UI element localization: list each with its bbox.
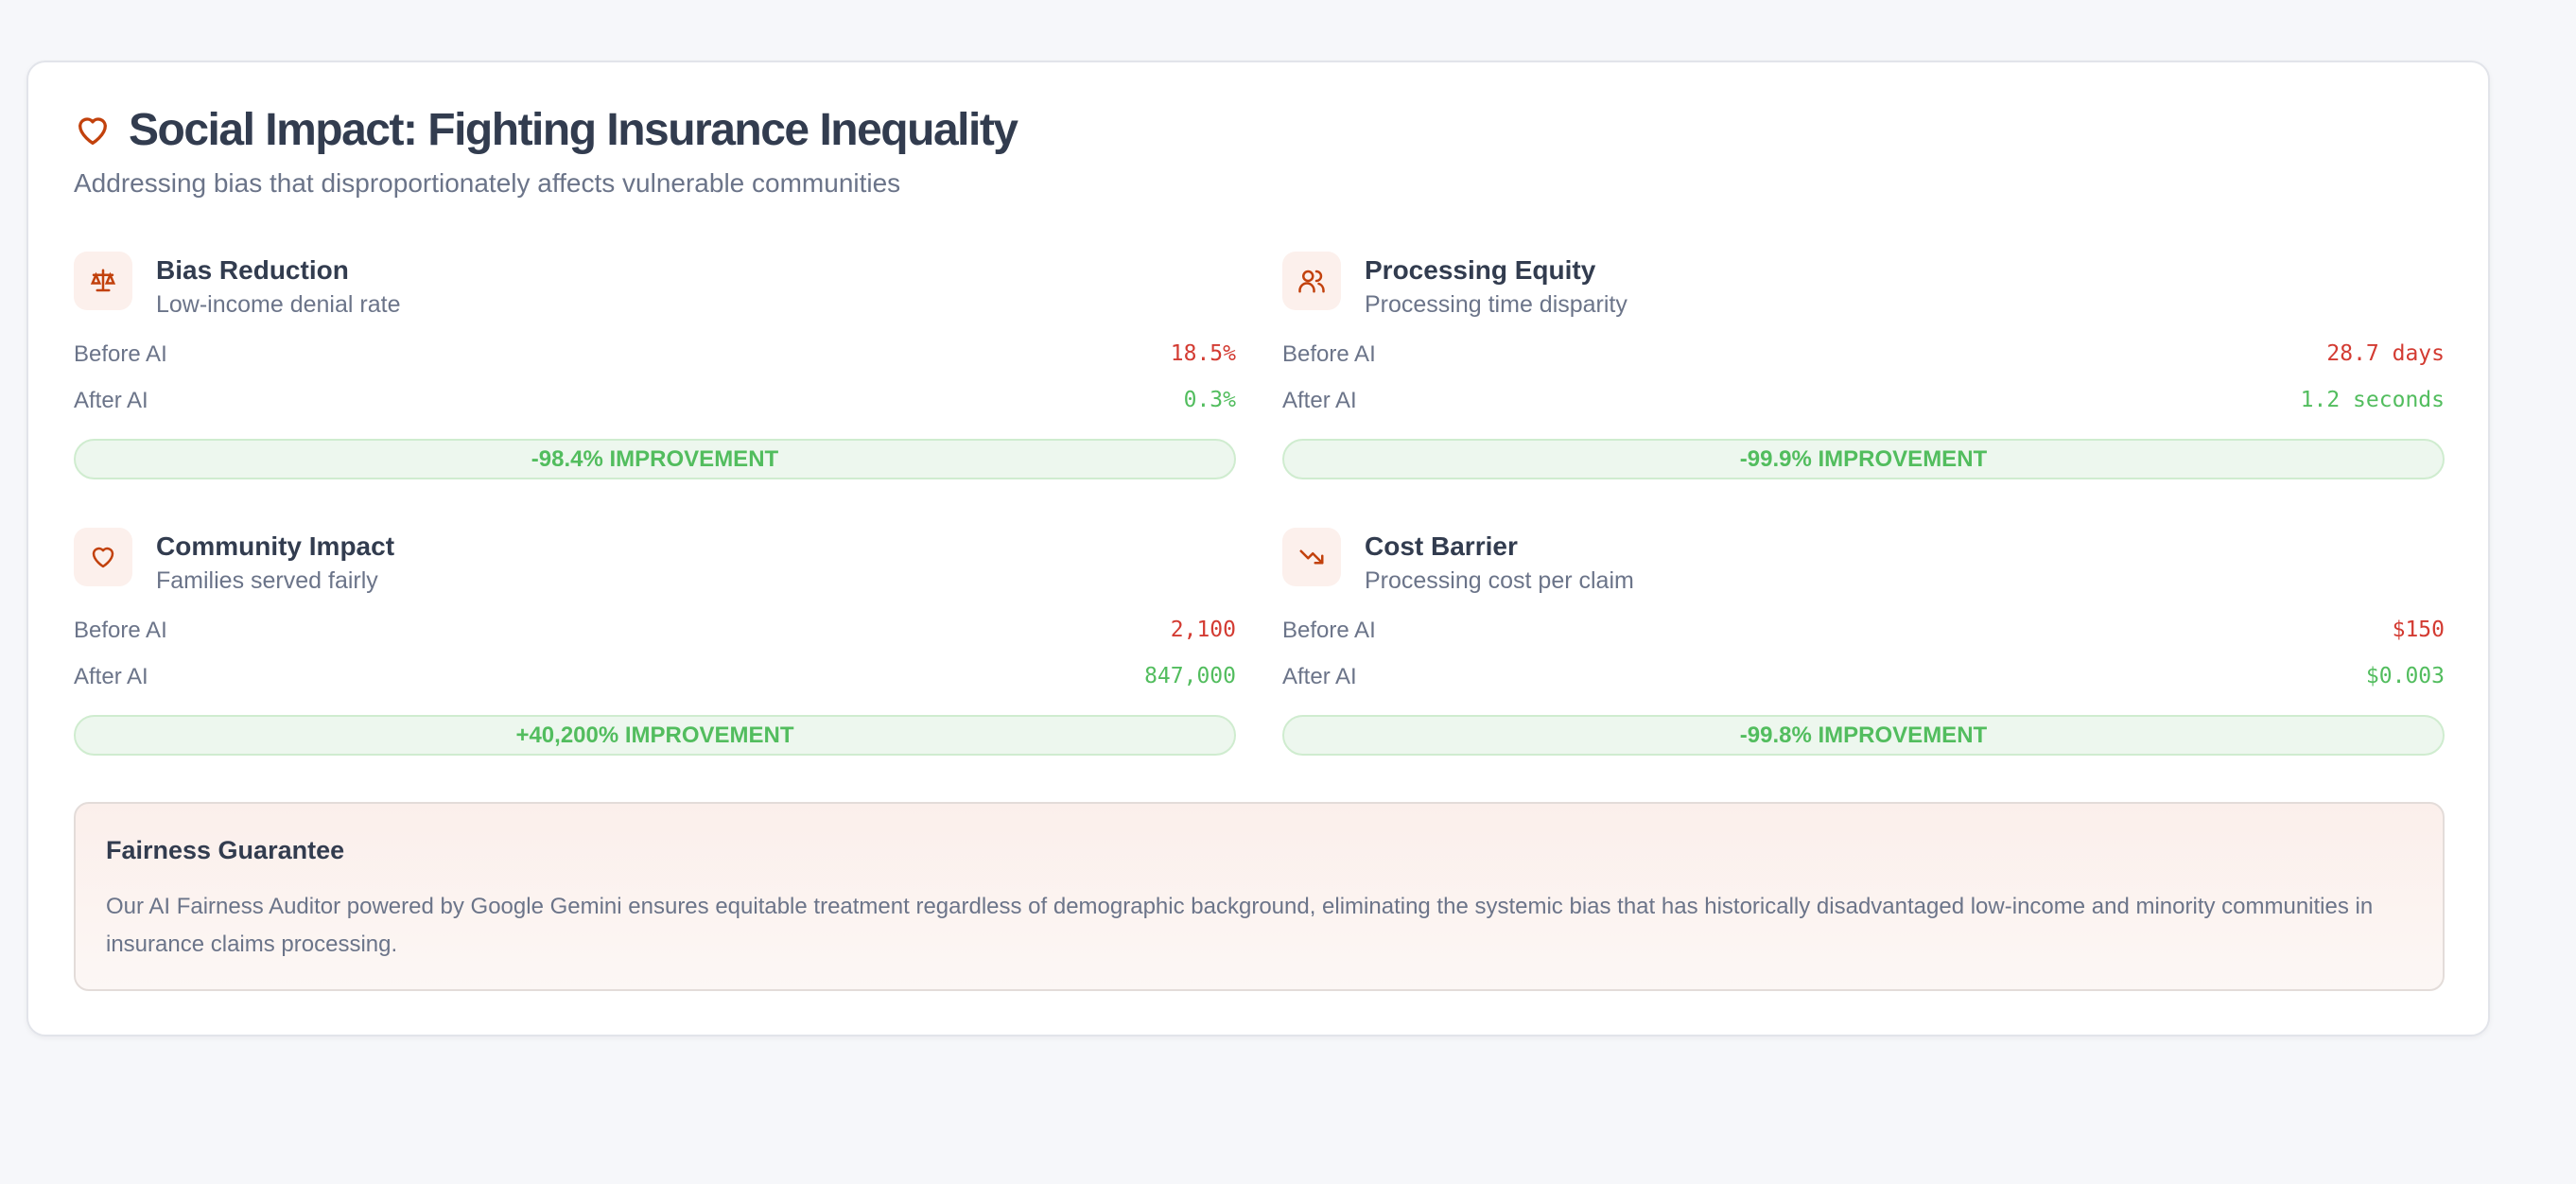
page-subtitle: Addressing bias that disproportionately … [74,168,901,198]
trending-down-icon [1299,549,1324,565]
metric-subtitle: Low-income denial rate [156,291,401,318]
metric-community-impact: Community Impact Families served fairly B… [74,528,1236,757]
after-value: 1.2 seconds [2300,388,2445,412]
before-label: Before AI [1282,341,1376,367]
heart-icon [78,116,108,145]
card-header: Social Impact: Fighting Insurance Inequa… [74,104,1018,156]
users-icon [1298,270,1325,293]
metric-subtitle: Processing cost per claim [1365,567,1634,594]
after-label: After AI [74,664,148,689]
before-label: Before AI [74,618,167,643]
before-value: 28.7 days [2326,341,2445,366]
after-value: 0.3% [1183,388,1236,412]
improvement-badge: -98.4% IMPROVEMENT [74,439,1236,479]
metric-title: Cost Barrier [1365,531,1518,561]
fairness-text: Our AI Fairness Auditor powered by Googl… [106,894,2374,957]
metric-subtitle: Processing time disparity [1365,291,1627,318]
metric-cost-barrier: Cost Barrier Processing cost per claim Be… [1282,528,2445,757]
after-value: $0.003 [2365,664,2445,688]
metric-title: Community Impact [156,531,395,561]
before-value: $150 [2392,618,2445,642]
before-label: Before AI [1282,618,1376,643]
metric-title: Bias Reduction [156,255,349,285]
fairness-title: Fairness Guarantee [106,836,345,864]
improvement-badge: -99.9% IMPROVEMENT [1282,439,2445,479]
before-label: Before AI [74,341,167,367]
scale-icon [90,269,116,292]
metric-bias-reduction: Bias Reduction Low-income denial rate Bef… [74,252,1236,480]
before-value: 18.5% [1170,341,1236,366]
metric-subtitle: Families served fairly [156,567,378,594]
before-value: 2,100 [1170,618,1236,642]
metric-title: Processing Equity [1365,255,1596,285]
improvement-badge: +40,200% IMPROVEMENT [74,715,1236,756]
after-label: After AI [74,388,148,413]
fairness-guarantee-box: Fairness Guarantee Our AI Fairness Audit… [74,802,2445,991]
heart-icon [92,547,114,568]
social-impact-card: Social Impact: Fighting Insurance Inequa… [26,61,2490,1036]
after-label: After AI [1282,388,1357,413]
page-title: Social Impact: Fighting Insurance Inequa… [129,105,1018,155]
after-value: 847,000 [1144,664,1236,688]
after-label: After AI [1282,664,1357,689]
improvement-badge: -99.8% IMPROVEMENT [1282,715,2445,756]
metric-processing-equity: Processing Equity Processing time dispari… [1282,252,2445,480]
